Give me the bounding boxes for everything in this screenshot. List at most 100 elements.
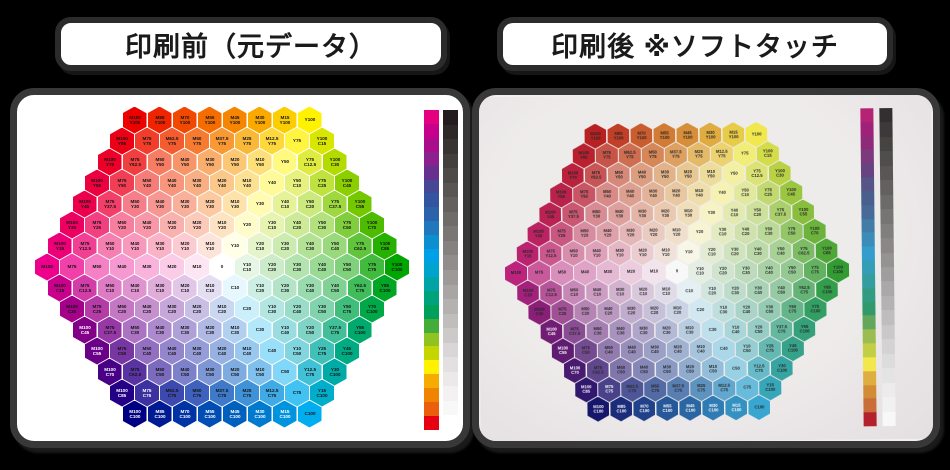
hex-swatch-label: M100 xyxy=(510,270,522,276)
hex-swatch-label: M12.5 Y75 xyxy=(265,135,279,146)
hex-swatch-label: M25 C75 xyxy=(697,383,706,393)
hex-swatch: M30 Y40 xyxy=(185,169,209,197)
hex-swatch: Y50 C30 xyxy=(310,211,334,239)
hex-swatch: M75 Y37.5 xyxy=(97,190,122,218)
hex-swatch-label: M100 Y70 xyxy=(103,156,116,167)
hex-swatch: M100 Y85 xyxy=(110,127,134,155)
hex-swatch-label: Y12.5 C75 xyxy=(303,366,316,377)
bar-step xyxy=(862,301,876,316)
bar-step xyxy=(424,388,439,403)
hex-swatch-label: Y10 C30 xyxy=(267,303,277,314)
hex-swatch: M100 Y15 xyxy=(516,241,538,266)
hex-swatch-label: M37.5 Y75 xyxy=(669,149,682,160)
hex-swatch-label: M85 Y100 xyxy=(154,114,165,125)
bar-step xyxy=(862,287,876,302)
hex-swatch: M75 C75 xyxy=(135,379,159,407)
hex-swatch: M75 Y12.5 xyxy=(72,232,97,260)
bar-step xyxy=(862,274,876,289)
hex-swatch-label: M50 C50 xyxy=(616,365,625,375)
hex-swatch: Y30 C20 xyxy=(272,232,297,260)
hex-swatch-label: M20 C20 xyxy=(650,306,659,316)
bar-step xyxy=(424,221,439,236)
hex-swatch-label: M30 C100 xyxy=(707,403,719,413)
hex-swatch-label: M100 Y55 xyxy=(91,177,103,188)
hex-swatch-label: M100 C85 xyxy=(116,387,128,398)
hex-swatch: Y100 C30 xyxy=(768,161,790,186)
hex-swatch: M10 C20 xyxy=(666,298,688,323)
hex-swatch: Y20 C40 xyxy=(285,295,309,323)
bar-step xyxy=(443,299,458,314)
hex-swatch: M40 Y50 xyxy=(172,148,197,176)
bar-step xyxy=(443,400,458,416)
bar-step xyxy=(862,329,876,344)
hex-swatch: M75 Y25 xyxy=(551,221,573,246)
hex-swatch-label: M40 Y50 xyxy=(180,156,189,167)
hex-swatch-label: M10 Y40 xyxy=(695,188,704,198)
hex-swatch: M75 xyxy=(528,261,550,286)
hex-swatch: Y10 C10 xyxy=(689,259,711,284)
hex-swatch: M37.5 Y75 xyxy=(210,127,234,155)
hex-swatch: M100 C70 xyxy=(563,358,585,383)
hex-swatch-label: Y55 C100 xyxy=(799,324,810,334)
hex-swatch-label: Y20 xyxy=(695,229,704,235)
hex-swatch: M25 C75 xyxy=(690,376,712,401)
hex-swatch: M10 Y50 xyxy=(247,148,272,176)
hex-swatch: Y75 C75 xyxy=(360,253,384,281)
bar-step xyxy=(861,260,876,275)
hex-swatch-label: M75 Y75 xyxy=(142,135,152,146)
hex-swatch: M75 Y62.5 xyxy=(584,163,606,188)
hex-swatch-label: M10 Y10 xyxy=(205,240,214,251)
hex-swatch-label: M40 C10 xyxy=(130,282,139,293)
hex-swatch-label: M30 Y40 xyxy=(649,189,658,199)
hex-swatch: Y100 C70 xyxy=(360,211,384,239)
hex-swatch: Y25 C75 xyxy=(310,337,334,365)
hex-swatch-label: M100 Y70 xyxy=(567,170,578,180)
bar-step xyxy=(424,110,439,124)
hex-swatch-label: Y100 C45 xyxy=(786,187,797,197)
hex-swatch: M50 Y20 xyxy=(574,221,596,246)
bar-step xyxy=(861,191,875,206)
hex-swatch-label: M30 Y50 xyxy=(205,156,214,167)
hex-swatch: M70 C100 xyxy=(633,396,655,421)
bar-step xyxy=(424,318,439,333)
hex-swatch: M40 C40 xyxy=(621,338,643,363)
hex-swatch: Y20 xyxy=(688,220,710,245)
hex-swatch-label: M20 xyxy=(626,269,636,275)
hex-swatch: C40 xyxy=(260,337,284,365)
bar-step xyxy=(881,281,895,297)
hex-swatch: M100 Y45 xyxy=(539,202,561,227)
hex-swatch: M75 C50 xyxy=(110,337,134,365)
hex-swatch-label: C20 xyxy=(696,307,705,313)
hex-swatch-label: M75 C12.5 xyxy=(78,282,91,293)
hex-swatch: Y100 C45 xyxy=(335,169,359,197)
hex-swatch-label: Y50 C40 xyxy=(776,246,785,256)
hex-swatch: Y50 C20 xyxy=(297,190,322,218)
hex-swatch: M40 xyxy=(574,260,596,285)
bar-step xyxy=(424,402,439,416)
hex-swatch: M50 Y30 xyxy=(585,202,607,227)
hex-swatch-label: Y40 C50 xyxy=(776,285,785,295)
hex-swatch-label: M40 C50 xyxy=(639,364,648,374)
hex-swatch: M25 C75 xyxy=(235,379,259,407)
hex-swatch-label: Y100 C15 xyxy=(762,148,773,159)
hex-swatch-label: Y100 C15 xyxy=(316,135,328,146)
hex-swatch: M50 Y30 xyxy=(122,190,147,218)
hex-swatch: M50 C30 xyxy=(122,316,147,344)
hex-swatch-label: Y10 C30 xyxy=(719,305,728,315)
bar-step xyxy=(443,168,458,183)
hex-swatch-label: M30 Y40 xyxy=(192,177,202,188)
hex-swatch-label: M40 C30 xyxy=(616,326,625,336)
bar-step xyxy=(424,290,439,305)
hex-swatch: M10 Y10 xyxy=(654,240,676,265)
hex-swatch: M40 Y40 xyxy=(160,169,184,197)
hex-swatch-label: C50 xyxy=(280,369,289,375)
hex-swatch: M40 Y20 xyxy=(135,211,159,239)
bar-step xyxy=(882,368,896,383)
hex-swatch-label: M55 Y100 xyxy=(659,130,670,140)
hex-swatch: M30 C10 xyxy=(609,279,631,304)
hex-swatch: M70 Y100 xyxy=(172,106,197,134)
hex-swatch-label: M30 Y30 xyxy=(180,198,189,209)
hex-swatch-label: M10 Y30 xyxy=(683,208,693,218)
hex-swatch: M20 Y30 xyxy=(654,201,676,226)
hex-swatch: Y50 C40 xyxy=(322,232,347,260)
